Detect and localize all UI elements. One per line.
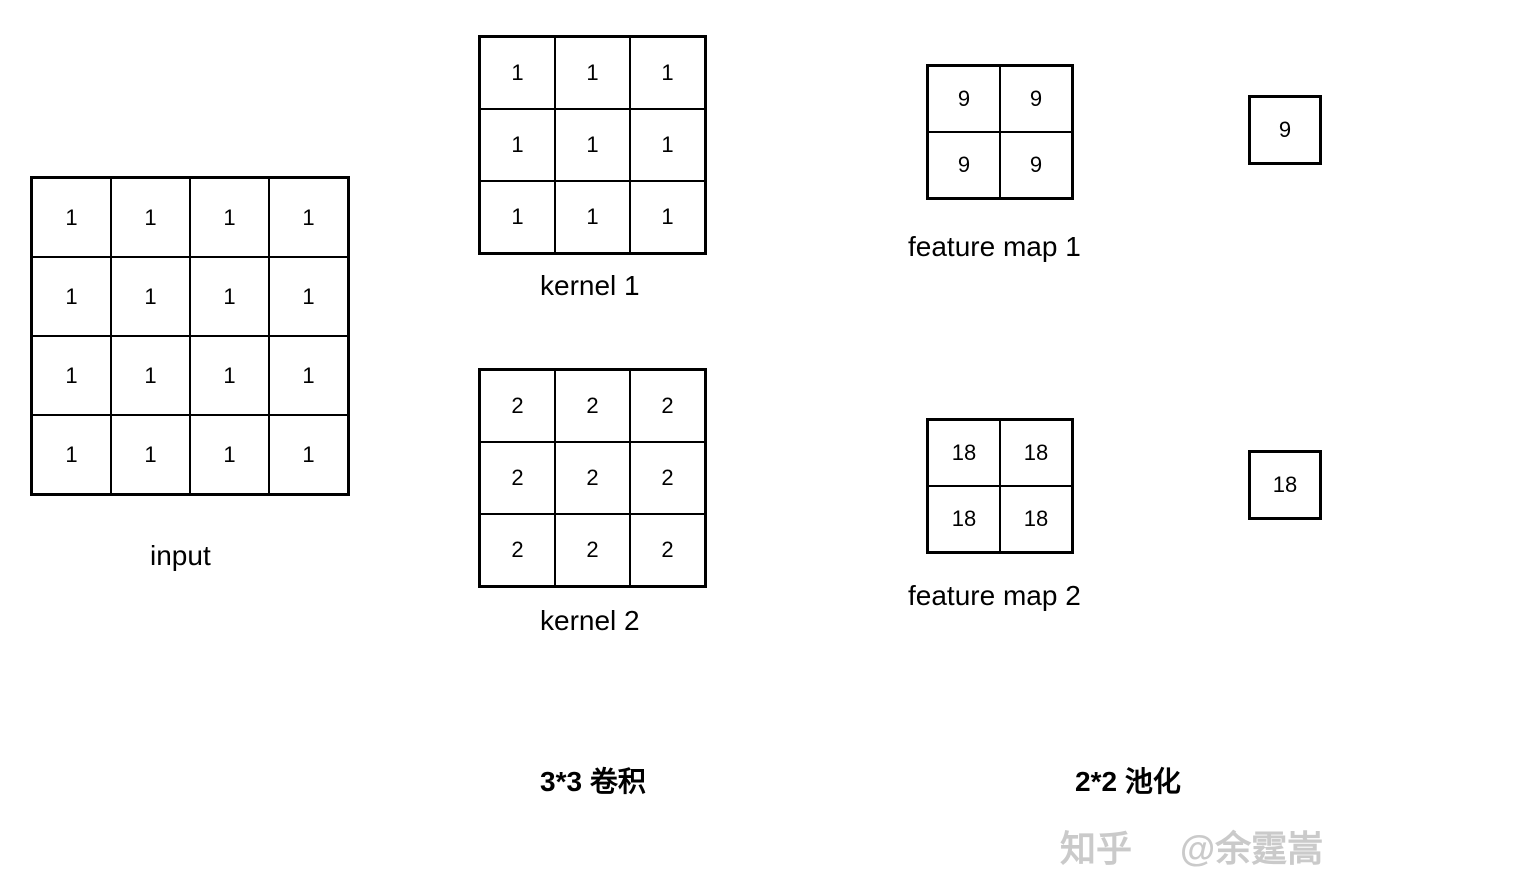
grid-cell: 9 — [928, 132, 1000, 198]
grid-cell: 1 — [555, 181, 630, 253]
grid-cell: 1 — [32, 178, 111, 257]
featuremap2-label: feature map 2 — [908, 580, 1081, 612]
featuremap2-grid: 18181818 — [926, 418, 1074, 554]
grid-cell: 1 — [480, 181, 555, 253]
input-grid: 1111111111111111 — [30, 176, 350, 496]
grid-cell: 1 — [480, 37, 555, 109]
kernel2-label: kernel 2 — [540, 605, 640, 637]
grid-cell: 18 — [1000, 420, 1072, 486]
kernel2-grid: 222222222 — [478, 368, 707, 588]
grid-cell: 1 — [190, 257, 269, 336]
grid-cell: 2 — [630, 370, 705, 442]
watermark-user: @余霆嵩 — [1180, 820, 1323, 872]
grid-cell: 2 — [555, 370, 630, 442]
output1-grid: 9 — [1248, 95, 1322, 165]
grid-cell: 1 — [190, 178, 269, 257]
grid-cell: 1 — [269, 178, 348, 257]
featuremap1-label: feature map 1 — [908, 231, 1081, 263]
pool-label: 2*2 池化 — [1075, 760, 1181, 800]
watermark-logo: 知乎 — [1060, 820, 1132, 872]
grid-cell: 18 — [1250, 452, 1320, 518]
grid-cell: 2 — [555, 514, 630, 586]
conv-label: 3*3 卷积 — [540, 760, 646, 800]
grid-cell: 2 — [480, 442, 555, 514]
grid-cell: 1 — [111, 178, 190, 257]
grid-cell: 1 — [32, 415, 111, 494]
grid-cell: 1 — [630, 109, 705, 181]
grid-cell: 1 — [630, 37, 705, 109]
grid-cell: 1 — [269, 415, 348, 494]
grid-cell: 1 — [269, 336, 348, 415]
grid-cell: 9 — [1250, 97, 1320, 163]
grid-cell: 1 — [630, 181, 705, 253]
grid-cell: 1 — [111, 415, 190, 494]
grid-cell: 1 — [32, 336, 111, 415]
grid-cell: 1 — [190, 415, 269, 494]
grid-cell: 18 — [1000, 486, 1072, 552]
grid-cell: 1 — [111, 257, 190, 336]
grid-cell: 2 — [480, 514, 555, 586]
kernel1-label: kernel 1 — [540, 270, 640, 302]
grid-cell: 2 — [555, 442, 630, 514]
grid-cell: 18 — [928, 486, 1000, 552]
grid-cell: 2 — [630, 442, 705, 514]
grid-cell: 9 — [1000, 66, 1072, 132]
input-label: input — [150, 540, 211, 572]
grid-cell: 1 — [111, 336, 190, 415]
output2-grid: 18 — [1248, 450, 1322, 520]
grid-cell: 1 — [555, 109, 630, 181]
grid-cell: 1 — [555, 37, 630, 109]
grid-cell: 1 — [269, 257, 348, 336]
grid-cell: 18 — [928, 420, 1000, 486]
grid-cell: 9 — [928, 66, 1000, 132]
grid-cell: 1 — [480, 109, 555, 181]
grid-cell: 2 — [480, 370, 555, 442]
grid-cell: 1 — [190, 336, 269, 415]
kernel1-grid: 111111111 — [478, 35, 707, 255]
grid-cell: 1 — [32, 257, 111, 336]
featuremap1-grid: 9999 — [926, 64, 1074, 200]
grid-cell: 9 — [1000, 132, 1072, 198]
grid-cell: 2 — [630, 514, 705, 586]
